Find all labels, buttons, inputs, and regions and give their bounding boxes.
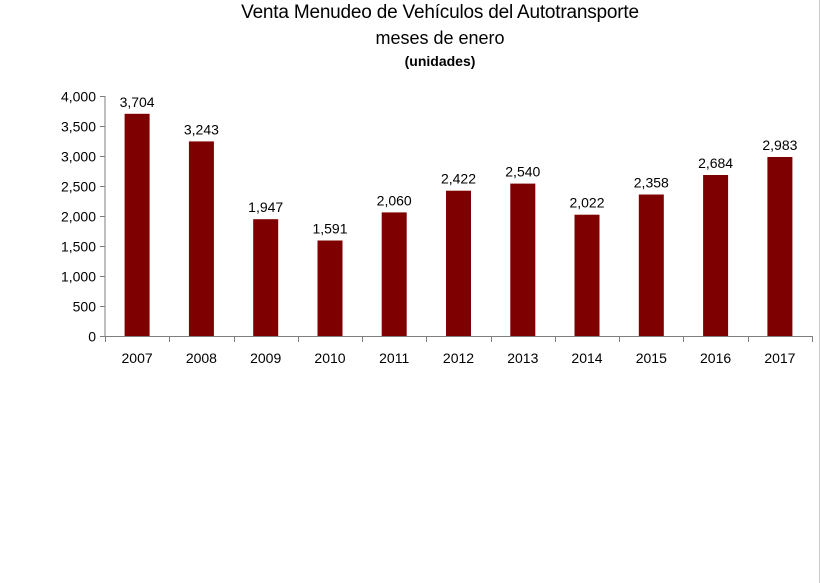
bar-2008 xyxy=(188,141,214,336)
y-tick-label: 500 xyxy=(73,299,97,315)
y-tick-label: 2,500 xyxy=(61,179,96,195)
x-tick-label-2011: 2011 xyxy=(379,350,409,366)
data-label-2009: 1,947 xyxy=(248,199,283,215)
y-tick-label: 3,500 xyxy=(61,119,96,135)
bar-2016 xyxy=(703,175,729,336)
bar-2009 xyxy=(253,219,279,336)
bar-2017 xyxy=(767,157,793,336)
y-tick-label: 2,000 xyxy=(61,209,96,225)
bar-2015 xyxy=(638,194,664,336)
bar-2011 xyxy=(381,212,407,336)
x-tick-label-2013: 2013 xyxy=(507,350,538,366)
y-tick-label: 3,000 xyxy=(61,149,96,165)
x-tick-label-2016: 2016 xyxy=(700,350,731,366)
x-tick-label-2017: 2017 xyxy=(764,350,795,366)
data-label-2007: 3,704 xyxy=(120,94,155,110)
bar-2012 xyxy=(446,190,471,336)
data-label-2011: 2,060 xyxy=(377,192,412,208)
data-label-2010: 1,591 xyxy=(312,221,347,237)
data-label-2016: 2,684 xyxy=(698,155,733,171)
data-label-2012: 2,422 xyxy=(441,171,476,187)
x-tick-label-2010: 2010 xyxy=(314,350,345,366)
data-label-2008: 3,243 xyxy=(184,121,219,137)
bar-2013 xyxy=(510,183,536,336)
y-tick-label: 0 xyxy=(88,329,96,345)
x-axis: 2007 2008 2009 2010 2011 2012 2013 2014 2015 2016… xyxy=(105,336,813,366)
x-tick-label-2015: 2015 xyxy=(636,350,667,366)
x-tick-label-2007: 2007 xyxy=(122,350,153,366)
y-tick-label: 1,500 xyxy=(61,239,96,255)
y-tick-label: 1,000 xyxy=(61,269,96,285)
bars: 3,704 3,243 1,947 1,591 2,060 2,422 2,540 2,022… xyxy=(120,94,798,336)
x-tick-label-2012: 2012 xyxy=(443,350,474,366)
chart-unit-label: (unidades) xyxy=(404,53,476,69)
x-tick-label-2014: 2014 xyxy=(571,350,602,366)
chart-subtitle: meses de enero xyxy=(375,28,505,48)
bar-2010 xyxy=(317,240,343,336)
data-label-2013: 2,540 xyxy=(505,164,540,180)
data-label-2015: 2,358 xyxy=(634,175,669,191)
bar-2014 xyxy=(574,214,600,336)
x-tick-label-2008: 2008 xyxy=(186,350,217,366)
y-tick-label: 4,000 xyxy=(61,89,96,105)
chart-title: Venta Menudeo de Vehículos del Autotrans… xyxy=(241,2,639,23)
data-label-2017: 2,983 xyxy=(762,137,797,153)
data-label-2014: 2,022 xyxy=(569,195,604,211)
y-axis: 0 500 1,000 1,500 2,000 2,500 3,000 3,500 4,000 xyxy=(61,89,106,345)
x-tick-label-2009: 2009 xyxy=(250,350,281,366)
bar-2007 xyxy=(124,113,150,336)
